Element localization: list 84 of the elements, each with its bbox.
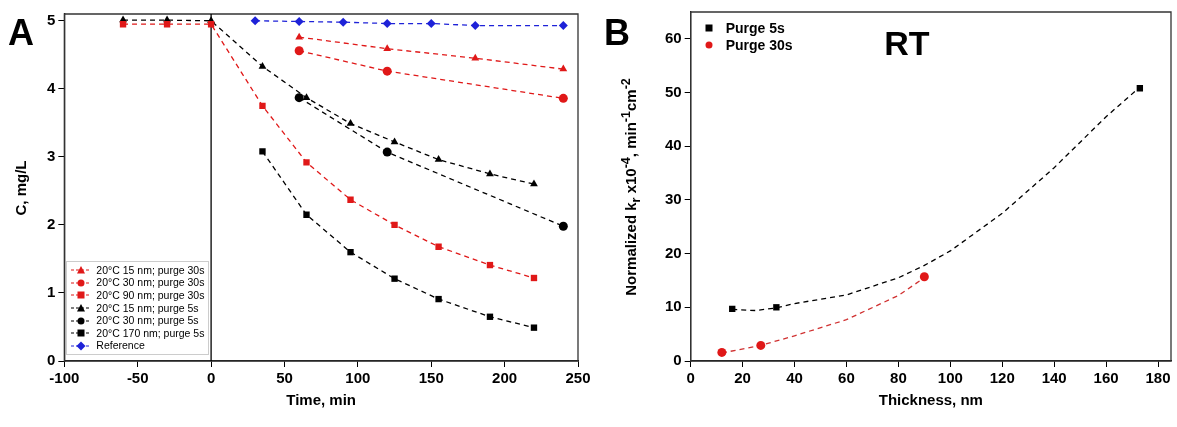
chart-title: A — [8, 12, 34, 54]
x-tick-label: 0 — [686, 369, 695, 387]
point — [391, 221, 398, 229]
x-tick-label: 200 — [492, 369, 518, 387]
y-axis-title: C, mg/L — [11, 160, 29, 215]
y-tick-label: 30 — [665, 190, 682, 208]
point — [347, 248, 354, 256]
x-tick-label: 180 — [1145, 369, 1171, 387]
legend-label: 20°C 170 nm; purge 5s — [96, 326, 205, 340]
point — [303, 159, 310, 166]
point — [486, 169, 494, 177]
point — [773, 304, 780, 311]
point — [391, 275, 398, 282]
x-tick-label: 120 — [989, 369, 1015, 387]
chart-title: B — [604, 12, 630, 54]
y-tick-label: 40 — [665, 136, 682, 154]
legend-label: 20°C 30 nm; purge 30s — [96, 276, 205, 290]
x-tick-label: 80 — [890, 369, 907, 387]
point — [294, 46, 304, 56]
annotation: RT — [884, 24, 930, 63]
legend-label: 20°C 30 nm; purge 5s — [96, 314, 199, 327]
point — [530, 324, 538, 331]
x-tick-label: 150 — [418, 369, 444, 387]
y-tick-label: 10 — [665, 297, 682, 315]
y-tick-label: 5 — [47, 10, 56, 28]
y-tick-label: 0 — [47, 351, 56, 369]
legend-label: Purge 5s — [725, 20, 785, 37]
point — [383, 44, 392, 51]
point — [294, 93, 304, 103]
point — [390, 137, 399, 145]
point — [259, 148, 266, 155]
point — [346, 119, 355, 126]
point — [470, 21, 480, 31]
point — [382, 19, 392, 29]
x-tick-label: 20 — [734, 369, 751, 387]
legend-label: 20°C 15 nm; purge 5s — [96, 301, 199, 315]
x-tick-label: 100 — [937, 369, 963, 387]
legend-label: 20°C 15 nm; purge 30s — [96, 263, 205, 277]
point — [295, 32, 304, 40]
y-tick-label: 4 — [47, 78, 56, 96]
y-tick-label: 2 — [47, 215, 56, 233]
x-tick-label: -50 — [126, 369, 149, 387]
x-tick-label: 140 — [1041, 369, 1067, 387]
point — [347, 196, 354, 203]
x-tick-label: 50 — [276, 369, 293, 387]
point — [338, 17, 348, 27]
point — [434, 155, 443, 162]
x-tick-label: 0 — [206, 369, 216, 387]
y-tick-label: 1 — [47, 283, 56, 301]
point — [558, 21, 568, 31]
point — [382, 66, 392, 76]
legend-label: Purge 30s — [725, 36, 793, 54]
y-tick-label: 20 — [665, 243, 682, 261]
y-tick-label: 0 — [673, 351, 682, 369]
point — [756, 340, 766, 350]
point — [559, 64, 568, 72]
point — [426, 19, 436, 29]
point — [486, 313, 494, 320]
x-tick-label: 100 — [345, 369, 371, 387]
legend-label: Reference — [96, 339, 145, 352]
x-axis-title: Time, min — [286, 391, 357, 408]
x-tick-label: 40 — [786, 369, 803, 387]
point — [303, 211, 310, 218]
point — [558, 221, 568, 231]
x-tick-label: 160 — [1093, 369, 1119, 387]
point — [302, 93, 311, 100]
x-tick-label: -100 — [49, 369, 80, 387]
point — [558, 93, 568, 103]
y-tick-label: 50 — [665, 82, 682, 100]
point — [258, 61, 267, 69]
point — [259, 102, 266, 110]
y-tick-label: 3 — [47, 147, 56, 165]
x-tick-label: 60 — [838, 369, 855, 387]
legend-label: 20°C 90 nm; purge 30s — [96, 289, 205, 302]
point — [250, 16, 260, 26]
x-tick-label: 250 — [565, 369, 591, 387]
point — [435, 295, 442, 303]
point — [717, 347, 727, 357]
point — [294, 16, 304, 26]
point — [919, 272, 929, 282]
point — [382, 147, 392, 157]
point — [435, 243, 442, 250]
x-axis-title: Thickness, nm — [878, 391, 983, 408]
y-tick-label: 60 — [665, 28, 682, 46]
